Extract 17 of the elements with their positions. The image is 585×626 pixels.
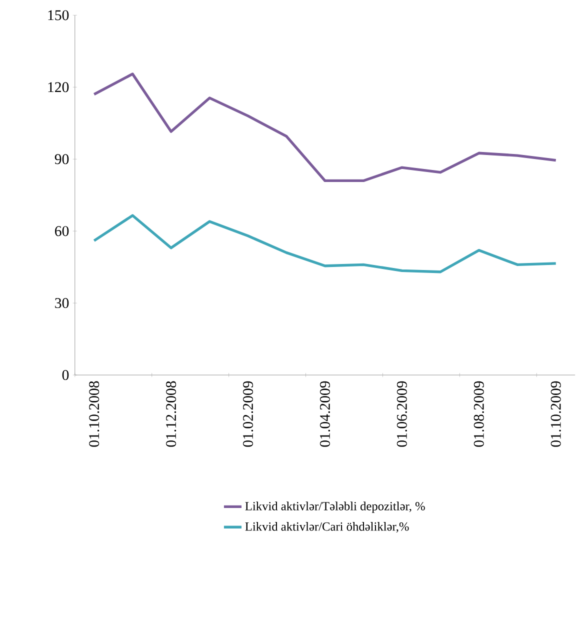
x-tick-label: 01.06.2009 [396,381,407,447]
y-tick-label: 90 [54,154,69,164]
line-series [92,214,558,274]
x-tick-label: 01.08.2009 [474,381,484,447]
y-tick-label: 120 [48,82,69,92]
y-tick-label: 60 [55,226,69,236]
legend-label: Likvid aktivlər/Cari öhdəliklər,% [245,522,409,533]
y-tick-label: 0 [62,370,69,380]
x-tick-label: 01.12.2008 [166,381,176,447]
legend-label: Likvid aktivlər/Tələbli depozitlər, % [245,502,425,513]
y-tick-label: 150 [48,10,69,20]
y-tick-label: 30 [55,298,69,308]
x-tick-label: 01.10.2009 [550,381,561,447]
x-tick-label: 01.10.2008 [89,381,100,447]
x-tick-label: 01.02.2009 [242,381,254,447]
x-tick-label: 01.04.2009 [320,381,330,447]
line-series [92,72,558,182]
